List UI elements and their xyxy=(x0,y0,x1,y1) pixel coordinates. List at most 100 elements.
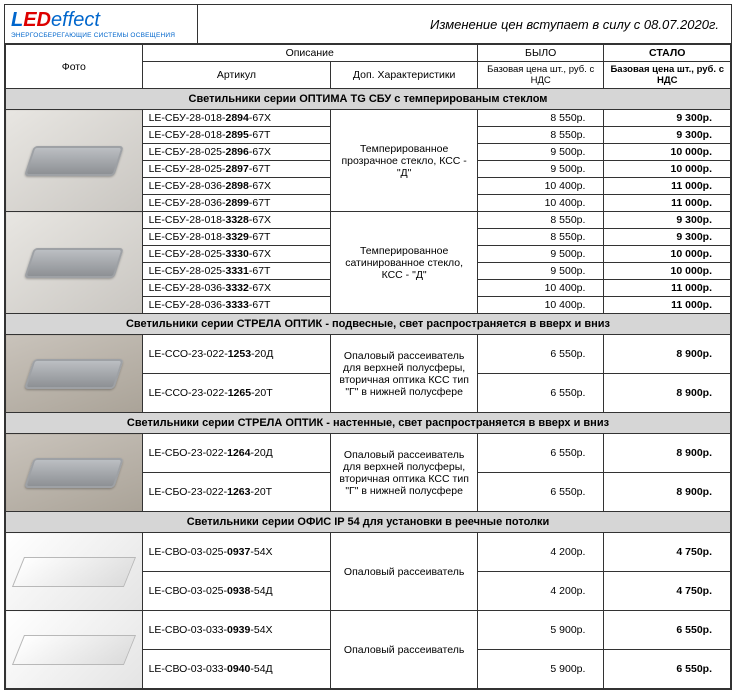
price-new: 6 550р. xyxy=(604,650,731,689)
article-cell: LE-СВО-03-033-0940-54Д xyxy=(142,650,331,689)
product-photo xyxy=(6,533,143,611)
effective-date-notice: Изменение цен вступает в силу с 08.07.20… xyxy=(198,5,731,43)
product-photo xyxy=(6,335,143,413)
price-old: 5 900р. xyxy=(477,611,604,650)
price-table: Фото Описание БЫЛО СТАЛО Артикул Доп. Ха… xyxy=(5,44,731,689)
section-header: Светильники серии ОПТИМА TG СБУ с темпер… xyxy=(6,89,731,110)
price-old: 6 550р. xyxy=(477,374,604,413)
article-cell: LE-ССО-23-022-1265-20Т xyxy=(142,374,331,413)
col-photo-header: Фото xyxy=(6,45,143,89)
logo-l: L xyxy=(11,9,23,31)
col-desc-header: Описание xyxy=(142,45,477,62)
description-cell: Темперированное сатинированное стекло, К… xyxy=(331,212,478,314)
article-cell: LE-СБУ-28-036-3333-67Т xyxy=(142,297,331,314)
fixture-icon xyxy=(12,557,136,587)
logo-effect: effect xyxy=(51,9,100,31)
price-old: 8 550р. xyxy=(477,229,604,246)
price-old: 4 200р. xyxy=(477,533,604,572)
fixture-icon xyxy=(24,359,124,389)
price-old: 5 900р. xyxy=(477,650,604,689)
article-cell: LE-СБУ-28-025-2896-67Х xyxy=(142,144,331,161)
article-cell: LE-СБУ-28-036-3332-67Х xyxy=(142,280,331,297)
price-old: 9 500р. xyxy=(477,246,604,263)
price-new: 10 000р. xyxy=(604,161,731,178)
price-old: 10 400р. xyxy=(477,280,604,297)
article-cell: LE-СБО-23-022-1263-20Т xyxy=(142,473,331,512)
article-cell: LE-ССО-23-022-1253-20Д xyxy=(142,335,331,374)
table-row: LE-СВО-03-033-0939-54ХОпаловый рассеиват… xyxy=(6,611,731,650)
col-old-header: БЫЛО xyxy=(477,45,604,62)
product-photo xyxy=(6,110,143,212)
fixture-icon xyxy=(24,146,124,176)
price-old: 9 500р. xyxy=(477,263,604,280)
fixture-icon xyxy=(24,248,124,278)
price-new: 9 300р. xyxy=(604,229,731,246)
article-cell: LE-СБУ-28-018-2895-67Т xyxy=(142,127,331,144)
price-new: 10 000р. xyxy=(604,263,731,280)
price-old: 6 550р. xyxy=(477,473,604,512)
table-row: LE-СВО-03-025-0937-54ХОпаловый рассеиват… xyxy=(6,533,731,572)
product-photo xyxy=(6,611,143,689)
col-extra-header: Доп. Характеристики xyxy=(331,62,478,89)
price-new: 8 900р. xyxy=(604,374,731,413)
logo: LEDeffect ЭНЕРГОСБЕРЕГАЮЩИЕ СИСТЕМЫ ОСВЕ… xyxy=(5,5,198,43)
price-old: 4 200р. xyxy=(477,572,604,611)
price-old: 6 550р. xyxy=(477,335,604,374)
price-sheet: LEDeffect ЭНЕРГОСБЕРЕГАЮЩИЕ СИСТЕМЫ ОСВЕ… xyxy=(4,4,732,690)
col-article-header: Артикул xyxy=(142,62,331,89)
article-cell: LE-СВО-03-025-0937-54Х xyxy=(142,533,331,572)
table-row: LE-СБО-23-022-1264-20ДОпаловый рассеиват… xyxy=(6,434,731,473)
fixture-icon xyxy=(24,458,124,488)
col-new-header: СТАЛО xyxy=(604,45,731,62)
description-cell: Опаловый рассеиватель для верхней полусф… xyxy=(331,335,478,413)
description-cell: Опаловый рассеиватель xyxy=(331,611,478,689)
logo-ed: ED xyxy=(23,9,51,31)
price-new: 9 300р. xyxy=(604,212,731,229)
price-new: 11 000р. xyxy=(604,297,731,314)
article-cell: LE-СБУ-28-018-3328-67Х xyxy=(142,212,331,229)
price-new: 8 900р. xyxy=(604,434,731,473)
product-photo xyxy=(6,434,143,512)
price-old: 9 500р. xyxy=(477,144,604,161)
price-old: 10 400р. xyxy=(477,297,604,314)
price-new: 6 550р. xyxy=(604,611,731,650)
top-bar: LEDeffect ЭНЕРГОСБЕРЕГАЮЩИЕ СИСТЕМЫ ОСВЕ… xyxy=(5,5,731,44)
price-new: 10 000р. xyxy=(604,144,731,161)
description-cell: Опаловый рассеиватель xyxy=(331,533,478,611)
col-new-sub: Базовая цена шт., руб. с НДС xyxy=(604,62,731,89)
price-new: 8 900р. xyxy=(604,473,731,512)
logo-subtitle: ЭНЕРГОСБЕРЕГАЮЩИЕ СИСТЕМЫ ОСВЕЩЕНИЯ xyxy=(11,32,191,39)
price-old: 10 400р. xyxy=(477,178,604,195)
article-cell: LE-СБУ-28-036-2899-67Т xyxy=(142,195,331,212)
article-cell: LE-СВО-03-025-0938-54Д xyxy=(142,572,331,611)
price-new: 9 300р. xyxy=(604,110,731,127)
article-cell: LE-СБУ-28-025-2897-67Т xyxy=(142,161,331,178)
price-new: 8 900р. xyxy=(604,335,731,374)
table-row: LE-СБУ-28-018-3328-67ХТемперированное са… xyxy=(6,212,731,229)
price-old: 6 550р. xyxy=(477,434,604,473)
section-header: Светильники серии СТРЕЛА ОПТИК - подвесн… xyxy=(6,314,731,335)
fixture-icon xyxy=(12,635,136,665)
article-cell: LE-СВО-03-033-0939-54Х xyxy=(142,611,331,650)
price-old: 10 400р. xyxy=(477,195,604,212)
article-cell: LE-СБУ-28-018-2894-67Х xyxy=(142,110,331,127)
price-new: 4 750р. xyxy=(604,572,731,611)
description-cell: Темперированное прозрачное стекло, КСС -… xyxy=(331,110,478,212)
price-new: 10 000р. xyxy=(604,246,731,263)
price-new: 11 000р. xyxy=(604,178,731,195)
header-row-1: Фото Описание БЫЛО СТАЛО xyxy=(6,45,731,62)
price-old: 8 550р. xyxy=(477,127,604,144)
price-old: 8 550р. xyxy=(477,212,604,229)
table-row: LE-СБУ-28-018-2894-67ХТемперированное пр… xyxy=(6,110,731,127)
article-cell: LE-СБУ-28-018-3329-67Т xyxy=(142,229,331,246)
price-new: 4 750р. xyxy=(604,533,731,572)
article-cell: LE-СБО-23-022-1264-20Д xyxy=(142,434,331,473)
article-cell: LE-СБУ-28-025-3331-67Т xyxy=(142,263,331,280)
price-new: 11 000р. xyxy=(604,195,731,212)
description-cell: Опаловый рассеиватель для верхней полусф… xyxy=(331,434,478,512)
price-new: 11 000р. xyxy=(604,280,731,297)
section-header: Светильники серии ОФИС IP 54 для установ… xyxy=(6,512,731,533)
section-header: Светильники серии СТРЕЛА ОПТИК - настенн… xyxy=(6,413,731,434)
table-row: LE-ССО-23-022-1253-20ДОпаловый рассеиват… xyxy=(6,335,731,374)
price-old: 8 550р. xyxy=(477,110,604,127)
